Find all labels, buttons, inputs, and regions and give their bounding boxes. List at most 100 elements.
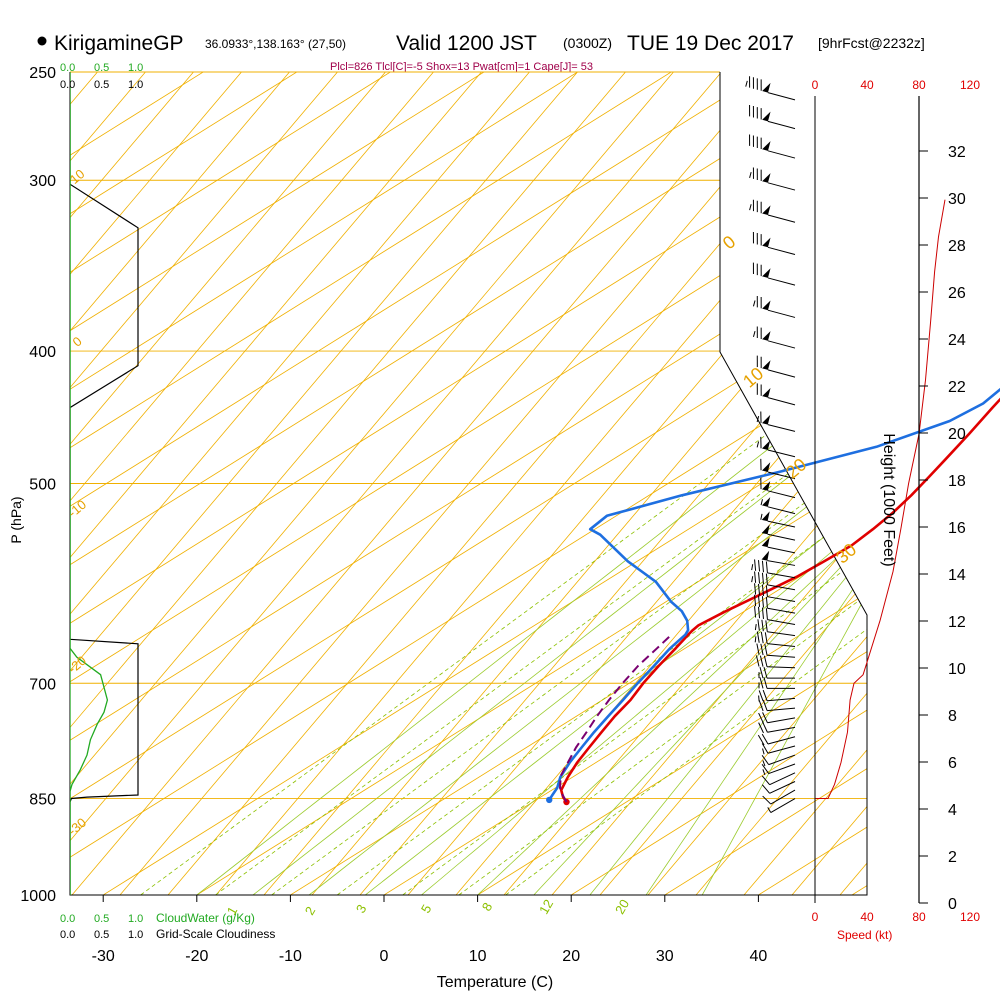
wind-barb-flag [756, 643, 760, 655]
wind-barb-pennant [762, 111, 771, 122]
wind-barb-staff [767, 717, 796, 724]
wind-barb-half-flag [762, 748, 765, 755]
wind-barb-flag [761, 584, 764, 597]
temp-tick-label: 30 [656, 948, 674, 965]
height-tick-label: 12 [948, 614, 966, 631]
wind-barb [756, 355, 796, 378]
y-axis-label: P (hPa) [8, 496, 24, 543]
wind-barb-flag [765, 608, 768, 620]
cloud-water-bottom-tick-2: 1.0 [128, 913, 143, 925]
cloudiness-line [70, 72, 139, 895]
mixing-ratio-line [336, 350, 867, 895]
wind-barb [761, 763, 796, 776]
cloud-water-label: CloudWater (g/Kg) [156, 911, 255, 925]
x-axis-label: Temperature (C) [437, 974, 553, 991]
dry-adiabat-line [70, 72, 327, 895]
dry-adiabat-line [215, 72, 867, 895]
height-tick-label: 22 [948, 379, 966, 396]
station-coords: 36.0933°,138.163° (27,50) [205, 37, 346, 51]
wind-barb-half-flag [754, 636, 757, 643]
temp-tick-label: -30 [92, 948, 115, 965]
isotherm-line [102, 72, 867, 895]
pressure-tick-label: 250 [29, 65, 56, 82]
wind-barb [767, 798, 796, 813]
wind-barb [761, 772, 796, 786]
dry-adiabat-line [70, 72, 423, 895]
wind-barb-staff [768, 763, 796, 775]
wind-barb-staff [767, 340, 796, 349]
wind-barb-staff [767, 745, 796, 754]
wind-barb [760, 511, 796, 528]
wind-barb-staff [767, 736, 796, 745]
wind-barb-half-flag [760, 513, 763, 520]
wind-barb-staff [767, 471, 796, 480]
wind-barb-half-flag [749, 204, 752, 211]
mixing-ratio-label: 12 [536, 897, 556, 917]
wind-barb-pennant [762, 497, 771, 507]
dry-adiabat-line [984, 0, 1000, 895]
height-tick-label: 4 [948, 802, 957, 819]
cloud-water-tick-0: 0.0 [60, 62, 75, 74]
wind-barb-pennant [762, 462, 771, 472]
wind-barb [758, 721, 796, 734]
pressure-tick-label: 300 [29, 173, 56, 190]
wind-barb-pennant [762, 300, 771, 311]
wind-barb-flag [764, 644, 768, 656]
moist-adiabat-line [645, 72, 867, 895]
wind-barb-flag [758, 722, 764, 734]
height-tick-label: 2 [948, 849, 957, 866]
wind-barb-flag [765, 596, 768, 609]
wind-barb-staff [767, 424, 796, 432]
wind-barb [755, 655, 796, 669]
wind-barb-half-flag [756, 441, 760, 448]
wind-barb-flag [765, 561, 768, 573]
isotherm-line [570, 72, 867, 895]
temp-tick-label: 20 [562, 948, 580, 965]
wind-barb-flag [761, 743, 769, 754]
wind-barb-flag [765, 620, 768, 632]
cloud-water-bottom-tick-0: 0.0 [60, 913, 75, 925]
wind-barb-staff [767, 619, 796, 625]
wind-barb-flag [758, 606, 761, 619]
dry-adiabat-line [311, 72, 867, 895]
wind-barb-flag [762, 699, 768, 711]
wind-barb-flag [757, 734, 765, 746]
isotherm-line [70, 72, 509, 895]
dry-adiabat-line [599, 72, 867, 895]
station-bullet-icon [37, 36, 47, 46]
isotherm-line [290, 72, 867, 895]
dewpoint-line [548, 387, 1000, 801]
wind-barb-pennant [762, 414, 771, 425]
sounding-series [546, 387, 1000, 806]
dry-adiabat-line [839, 72, 867, 895]
speed-tick-bottom-2: 80 [912, 910, 926, 924]
wind-barb-staff [767, 596, 796, 603]
temp-tick-label: 10 [469, 948, 487, 965]
height-tick-label: 6 [948, 755, 957, 772]
cloud-water-bottom-tick-1: 0.5 [94, 913, 109, 925]
height-tick-label: 8 [948, 708, 957, 725]
wind-barb-staff [767, 546, 796, 554]
wind-barb [756, 643, 796, 658]
wind-barb-pennant [762, 82, 771, 93]
dry-adiabat-line [70, 72, 471, 895]
wind-barb-flag [758, 560, 761, 572]
forecast-info: [9hrFcst@2232z] [818, 35, 925, 51]
wind-barb-flag [754, 571, 757, 583]
wind-barb-flag [759, 655, 764, 667]
wind-barb-pennant [762, 205, 771, 216]
wind-barb-pennant [761, 524, 770, 535]
temp-tick-label: 0 [380, 948, 389, 965]
wind-barb [754, 631, 796, 648]
height-tick-label: 28 [948, 238, 966, 255]
wind-barb [752, 326, 796, 349]
wind-barb-flag [764, 632, 768, 644]
wind-barb-flag [757, 619, 760, 631]
wind-barb [758, 712, 796, 724]
speed-tick-bottom-0: 0 [812, 910, 819, 924]
wind-barb-flag [761, 784, 771, 794]
cloud-water-tick-1: 0.5 [94, 62, 109, 74]
cloudiness-bottom-tick-2: 1.0 [128, 929, 143, 941]
wind-barb-flag [765, 585, 768, 597]
